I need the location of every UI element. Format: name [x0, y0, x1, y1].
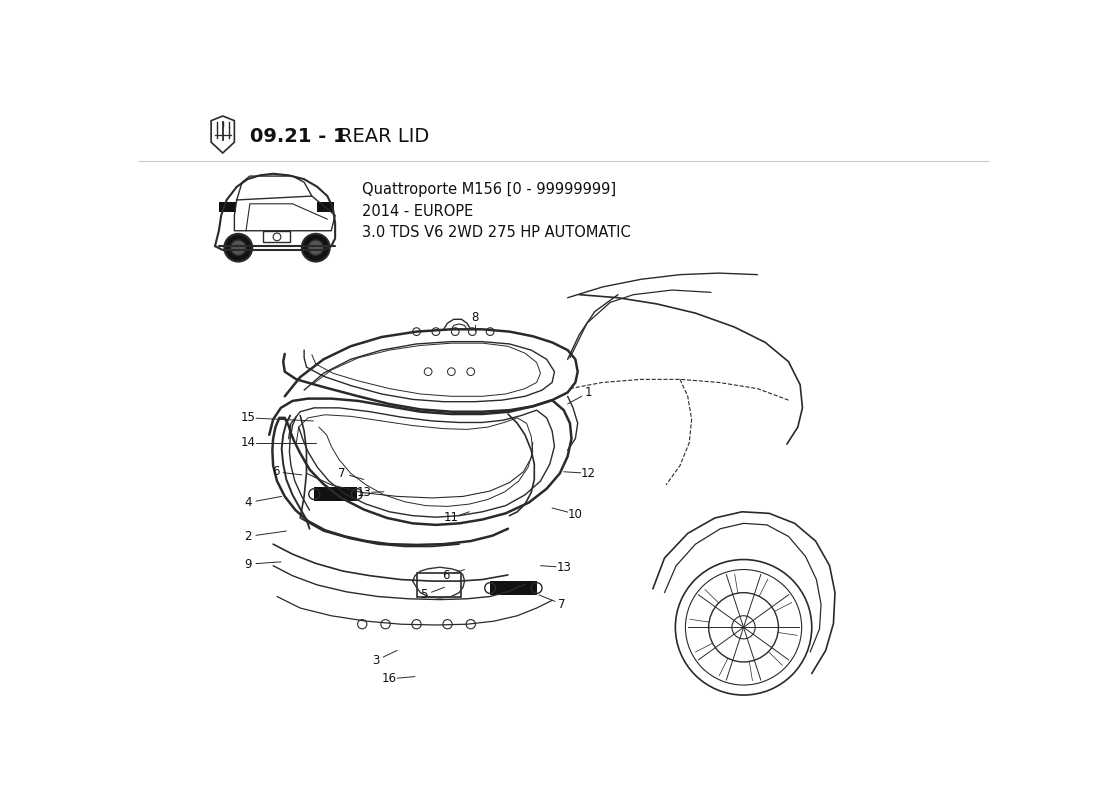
- Circle shape: [308, 240, 323, 255]
- Text: 13: 13: [356, 486, 371, 499]
- Text: 13: 13: [557, 561, 571, 574]
- Circle shape: [231, 240, 246, 255]
- Text: 7: 7: [559, 598, 566, 610]
- Bar: [417, 574, 462, 597]
- Text: 2014 - EUROPE: 2014 - EUROPE: [362, 204, 473, 218]
- Circle shape: [224, 234, 252, 262]
- Text: 4: 4: [244, 496, 252, 509]
- Text: 11: 11: [444, 511, 459, 525]
- Text: 5: 5: [420, 589, 428, 602]
- Text: 12: 12: [581, 467, 596, 480]
- Bar: [317, 202, 334, 211]
- Text: 7: 7: [339, 467, 345, 480]
- Bar: [219, 202, 235, 211]
- Circle shape: [301, 234, 330, 262]
- Text: Quattroporte M156 [0 - 99999999]: Quattroporte M156 [0 - 99999999]: [362, 182, 616, 198]
- Text: 6: 6: [272, 466, 279, 478]
- Text: 14: 14: [241, 436, 256, 449]
- Text: 09.21 - 1: 09.21 - 1: [250, 126, 346, 146]
- Bar: [491, 581, 537, 595]
- Text: 2: 2: [244, 530, 252, 543]
- Text: 10: 10: [568, 508, 583, 521]
- Text: 16: 16: [382, 672, 397, 686]
- Text: 9: 9: [244, 558, 252, 570]
- Text: 8: 8: [471, 311, 478, 324]
- Text: 15: 15: [241, 411, 256, 424]
- Text: 6: 6: [442, 570, 450, 582]
- Text: 3: 3: [373, 654, 380, 667]
- Bar: [263, 230, 290, 242]
- Text: REAR LID: REAR LID: [339, 126, 429, 146]
- Text: 1: 1: [585, 386, 592, 399]
- Text: 3.0 TDS V6 2WD 275 HP AUTOMATIC: 3.0 TDS V6 2WD 275 HP AUTOMATIC: [362, 226, 631, 240]
- Bar: [315, 487, 356, 501]
